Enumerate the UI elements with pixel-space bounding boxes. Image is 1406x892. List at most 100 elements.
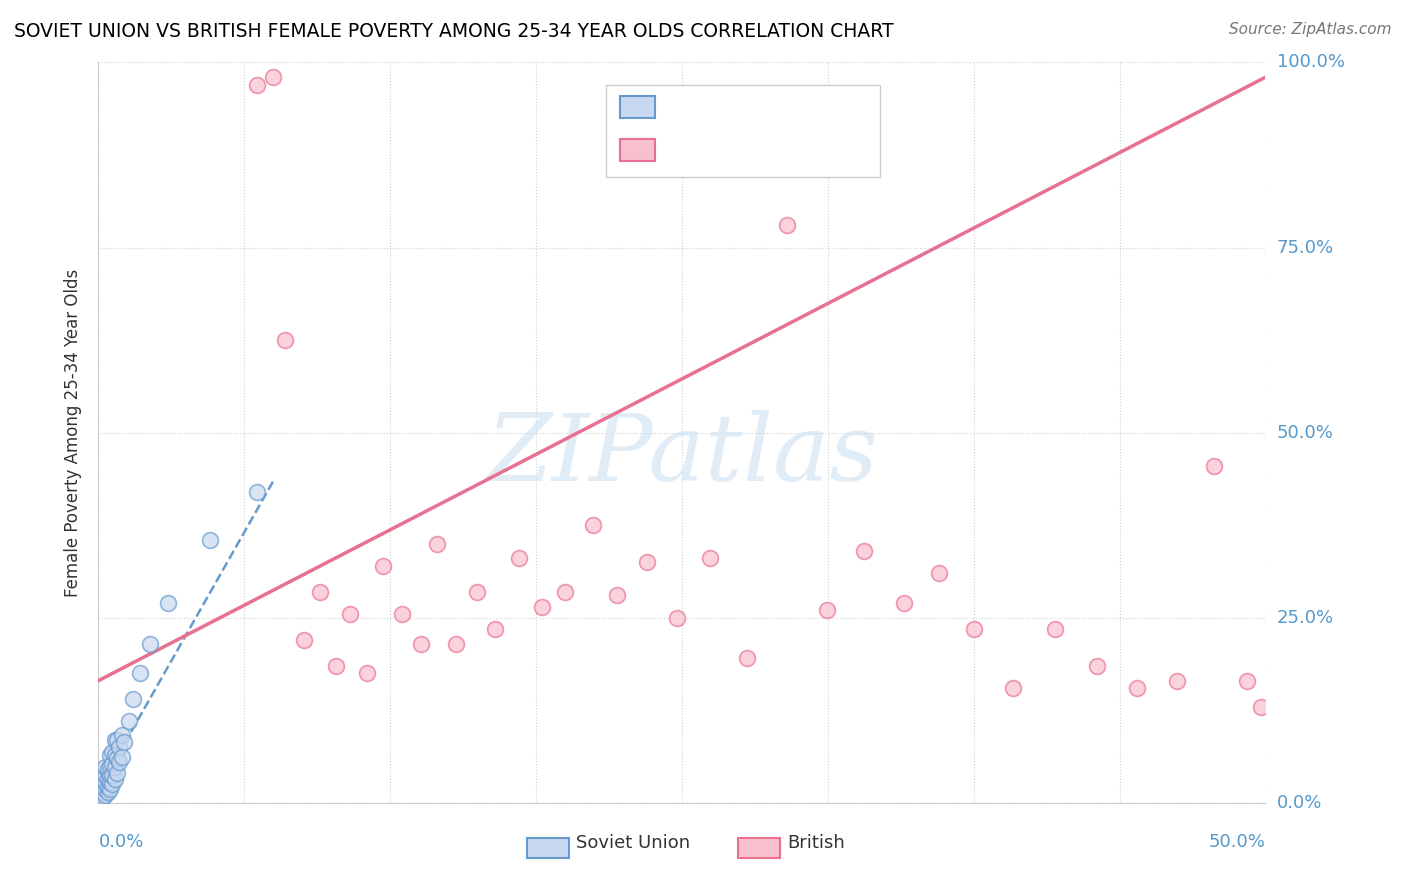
- Text: R = 0.483   N = 38: R = 0.483 N = 38: [669, 140, 855, 160]
- Point: [122, 692, 145, 706]
- Point: [94, 782, 117, 797]
- Point: [112, 735, 135, 749]
- Point: [1166, 673, 1188, 688]
- Point: [111, 750, 134, 764]
- Point: [105, 751, 128, 765]
- Point: [104, 772, 127, 786]
- Point: [699, 551, 721, 566]
- Point: [94, 767, 117, 781]
- Point: [373, 558, 395, 573]
- Text: 0.0%: 0.0%: [98, 833, 143, 851]
- Text: 0.0%: 0.0%: [1277, 794, 1322, 812]
- Point: [246, 484, 269, 499]
- Point: [1045, 622, 1067, 636]
- Point: [104, 747, 127, 762]
- Point: [1002, 681, 1025, 695]
- Point: [118, 714, 141, 729]
- Point: [554, 584, 576, 599]
- Y-axis label: Female Poverty Among 25-34 Year Olds: Female Poverty Among 25-34 Year Olds: [65, 268, 83, 597]
- Point: [484, 622, 506, 636]
- Point: [1250, 699, 1272, 714]
- Point: [101, 777, 124, 791]
- Point: [94, 760, 117, 774]
- Point: [465, 584, 488, 599]
- Text: R = 0.367   N = 45: R = 0.367 N = 45: [669, 97, 855, 116]
- Point: [129, 666, 152, 681]
- Point: [90, 792, 112, 806]
- Text: Soviet Union: Soviet Union: [576, 834, 690, 852]
- Point: [735, 651, 758, 665]
- Text: 75.0%: 75.0%: [1277, 238, 1334, 257]
- Point: [200, 533, 222, 547]
- Point: [309, 584, 332, 599]
- Point: [111, 728, 134, 742]
- Point: [666, 610, 689, 624]
- Point: [928, 566, 950, 581]
- Text: ZIPatlas: ZIPatlas: [486, 409, 877, 500]
- Point: [444, 637, 467, 651]
- Point: [606, 589, 628, 603]
- Point: [101, 757, 124, 772]
- Point: [139, 637, 162, 651]
- Point: [246, 78, 269, 92]
- Point: [97, 772, 120, 786]
- Point: [815, 603, 838, 617]
- Point: [91, 772, 114, 786]
- Point: [104, 760, 127, 774]
- Text: 25.0%: 25.0%: [1277, 608, 1334, 627]
- Point: [776, 219, 799, 233]
- Point: [98, 758, 121, 772]
- Point: [90, 780, 112, 795]
- Point: [893, 596, 915, 610]
- Point: [98, 775, 121, 789]
- Point: [97, 763, 120, 777]
- Point: [530, 599, 553, 614]
- Point: [104, 732, 127, 747]
- Point: [962, 622, 984, 636]
- Bar: [620, 95, 655, 118]
- Point: [582, 518, 605, 533]
- Point: [94, 789, 117, 803]
- Point: [391, 607, 413, 621]
- Point: [90, 787, 112, 801]
- Point: [852, 544, 875, 558]
- Point: [1236, 673, 1258, 688]
- Point: [108, 740, 131, 755]
- Point: [91, 789, 114, 804]
- Point: [356, 666, 378, 681]
- Bar: [620, 138, 655, 161]
- Point: [636, 555, 658, 569]
- Point: [98, 747, 121, 762]
- Point: [1085, 658, 1108, 673]
- Point: [97, 785, 120, 799]
- Point: [409, 637, 432, 651]
- Point: [91, 780, 114, 794]
- Point: [105, 732, 128, 747]
- Point: [97, 780, 120, 794]
- Point: [157, 596, 180, 610]
- Point: [94, 775, 117, 789]
- Point: [339, 607, 361, 621]
- Point: [108, 755, 131, 769]
- Point: [90, 773, 112, 788]
- Point: [426, 536, 449, 550]
- Point: [98, 767, 121, 781]
- Point: [292, 632, 315, 647]
- Point: [101, 767, 124, 781]
- Text: 100.0%: 100.0%: [1277, 54, 1344, 71]
- Text: Source: ZipAtlas.com: Source: ZipAtlas.com: [1229, 22, 1392, 37]
- Point: [1126, 681, 1149, 695]
- Point: [274, 333, 297, 347]
- Point: [101, 746, 124, 760]
- FancyBboxPatch shape: [606, 85, 880, 178]
- Point: [325, 658, 347, 673]
- Text: 50.0%: 50.0%: [1277, 424, 1333, 442]
- Point: [1202, 458, 1225, 473]
- Text: British: British: [787, 834, 845, 852]
- Text: 50.0%: 50.0%: [1209, 833, 1265, 851]
- Point: [262, 70, 284, 85]
- Point: [508, 551, 530, 566]
- Point: [105, 766, 128, 780]
- Point: [91, 785, 114, 799]
- Text: SOVIET UNION VS BRITISH FEMALE POVERTY AMONG 25-34 YEAR OLDS CORRELATION CHART: SOVIET UNION VS BRITISH FEMALE POVERTY A…: [14, 22, 894, 41]
